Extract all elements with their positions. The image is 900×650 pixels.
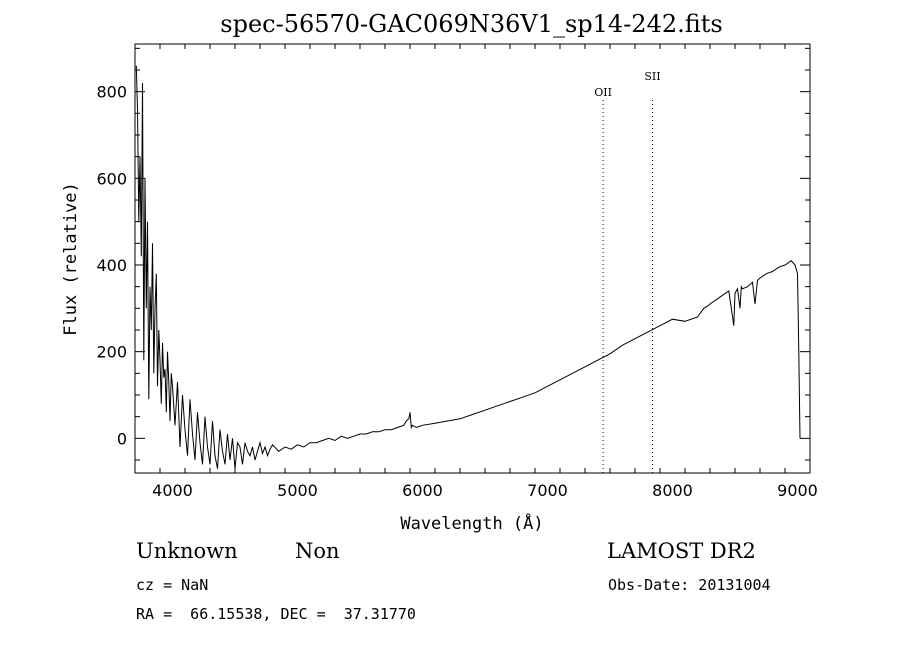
axis-ticks (134, 44, 811, 473)
spectral-subclass: Non (295, 539, 340, 563)
x-tick-label: 6000 (402, 481, 443, 500)
x-tick-label: 7000 (527, 481, 568, 500)
x-tick-label: 5000 (277, 481, 318, 500)
redshift-cz: cz = NaN (136, 576, 209, 594)
x-tick-label: 4000 (152, 481, 193, 500)
x-tick-label: 9000 (777, 481, 818, 500)
x-tick-label: 8000 (652, 481, 693, 500)
y-axis-label: Flux (relative) (61, 182, 81, 336)
x-axis-label: Wavelength (Å) (400, 512, 543, 534)
plot-axes (134, 43, 811, 474)
y-tick-label: 800 (96, 83, 127, 102)
y-tick-label: 0 (117, 429, 127, 448)
plot-frame (134, 43, 811, 474)
spectral-class: Unknown (136, 539, 238, 563)
spectrum-line (135, 65, 801, 469)
annotation-label: SII (644, 70, 660, 83)
observation-date: Obs-Date: 20131004 (608, 576, 771, 594)
y-tick-label: 400 (96, 256, 127, 275)
annotation-label: OII (594, 86, 612, 99)
survey-name: LAMOST DR2 (607, 539, 756, 563)
y-tick-label: 200 (96, 343, 127, 362)
tick-labels: 4000 5000 6000 7000 8000 9000 0 200 400 600 800 (96, 83, 817, 500)
chart-title: spec-56570-GAC069N36V1_sp14-242.fits (220, 10, 723, 38)
y-tick-label: 600 (96, 169, 127, 188)
ra-dec-coordinates: RA = 66.15538, DEC = 37.31770 (136, 605, 416, 623)
series-group (135, 65, 801, 469)
line-annotations: OII SII (594, 70, 661, 473)
